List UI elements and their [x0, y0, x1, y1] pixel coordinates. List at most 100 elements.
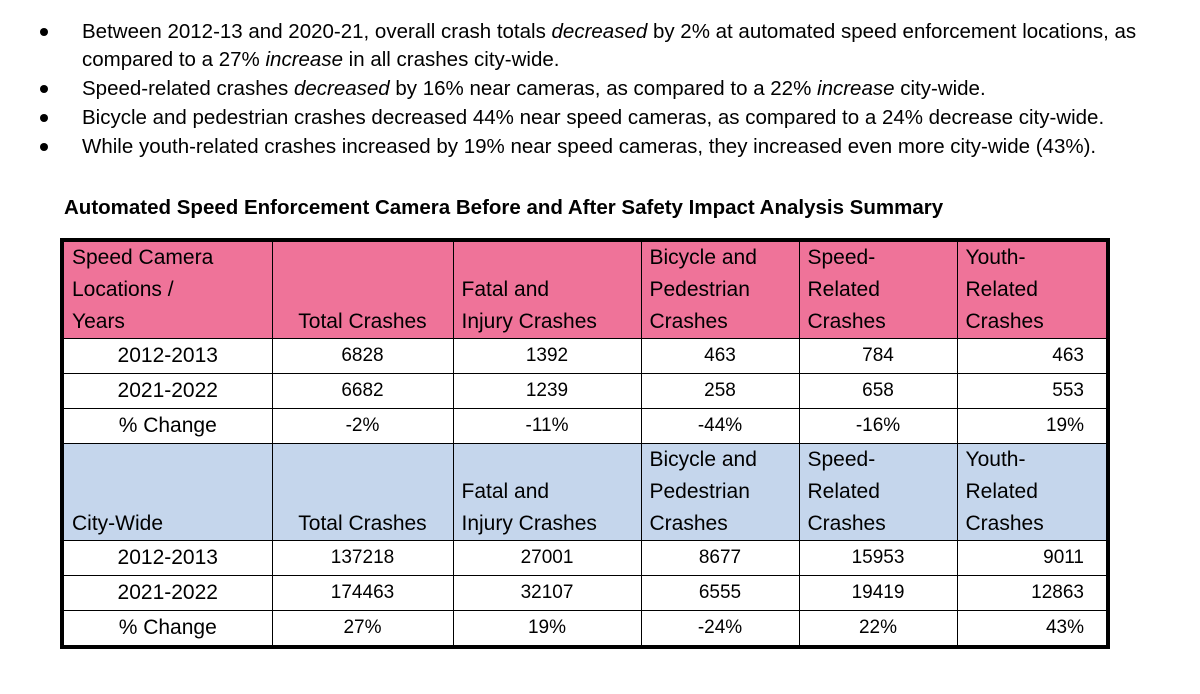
row-label: 2021-2022 — [61, 575, 273, 611]
finding-bullet: Between 2012-13 and 2020-21, overall cra… — [38, 18, 1188, 74]
emphasis-text: increase — [817, 77, 895, 100]
column-header-line: Crashes — [965, 512, 1044, 535]
column-header: Bicycle and Pedestrian Crashes — [640, 443, 800, 541]
table-cell: 22% — [798, 610, 958, 648]
table-cell: 658 — [798, 373, 958, 409]
table-cell: -16% — [798, 408, 958, 444]
table-cell: 43% — [956, 610, 1109, 648]
bullet-text: city-wide. — [894, 77, 986, 100]
table-cell: 463 — [956, 338, 1109, 374]
bullet-dot-icon — [40, 114, 48, 122]
column-header-line: Speed- — [807, 448, 876, 471]
table-cell: 1239 — [452, 373, 642, 409]
section-label-line: Locations / — [72, 278, 174, 301]
table-row: 2012-2013 137218 27001 8677 15953 9011 — [61, 540, 1109, 576]
table-cell: 32107 — [452, 575, 642, 611]
table-cell: 19419 — [798, 575, 958, 611]
finding-bullet: Speed-related crashes decreased by 16% n… — [38, 75, 1188, 103]
section-label-line: Speed Camera — [72, 246, 214, 269]
column-header: Fatal and Injury Crashes — [452, 443, 642, 541]
emphasis-text: decreased — [293, 77, 390, 100]
bullet-text: in all crashes city-wide. — [342, 48, 560, 71]
table-title: Automated Speed Enforcement Camera Befor… — [64, 196, 944, 219]
column-header-line: Injury Crashes — [461, 512, 597, 535]
column-header-line: Crashes — [807, 310, 886, 333]
column-header-line: Pedestrian — [649, 278, 750, 301]
column-header: Total Crashes — [271, 239, 454, 339]
table-row: % Change -2% -11% -44% -16% 19% — [61, 408, 1109, 444]
bullet-text: Speed-related crashes — [82, 77, 294, 100]
table-cell: 6682 — [271, 373, 454, 409]
column-header: Youth- Related Crashes — [956, 443, 1109, 541]
camera-locations-header-row: Speed Camera Locations / Years Total Crashe… — [61, 239, 1109, 339]
table-cell: -44% — [640, 408, 800, 444]
row-label: 2012-2013 — [61, 540, 273, 576]
table-row: 2021-2022 174463 32107 6555 19419 12863 — [61, 575, 1109, 611]
bullet-text: Bicycle and pedestrian crashes decreased… — [82, 106, 1105, 129]
column-header-line: Pedestrian — [649, 480, 750, 503]
table-cell: 8677 — [640, 540, 800, 576]
column-header-line: Crashes — [965, 310, 1044, 333]
table-cell: -11% — [452, 408, 642, 444]
column-header-line: Speed- — [807, 246, 876, 269]
bullet-dot-icon — [40, 85, 48, 93]
table-cell: 463 — [640, 338, 800, 374]
table-cell: 137218 — [271, 540, 454, 576]
finding-bullet: Bicycle and pedestrian crashes decreased… — [38, 104, 1188, 132]
section-label-line: City-Wide — [72, 512, 164, 535]
column-header: Youth- Related Crashes — [956, 239, 1109, 339]
table-cell: 15953 — [798, 540, 958, 576]
column-header-line: Related — [807, 278, 880, 301]
finding-bullet: While youth-related crashes increased by… — [38, 133, 1188, 161]
bullet-text: While youth-related crashes increased by… — [82, 135, 1097, 158]
table-cell: 19% — [452, 610, 642, 648]
table-cell: 6555 — [640, 575, 800, 611]
table-cell: -2% — [271, 408, 454, 444]
table-cell: 1392 — [452, 338, 642, 374]
bullet-text: by 16% near cameras, as compared to a 22… — [389, 77, 818, 100]
findings-bullet-list: Between 2012-13 and 2020-21, overall cra… — [38, 18, 1188, 162]
column-header-line: Total Crashes — [298, 512, 427, 535]
column-header-line: Related — [965, 278, 1038, 301]
column-header-line: Fatal and — [461, 278, 550, 301]
table-cell: 553 — [956, 373, 1109, 409]
column-header-line: Related — [965, 480, 1038, 503]
column-header-line: Crashes — [649, 310, 728, 333]
column-header: Speed- Related Crashes — [798, 239, 958, 339]
table-cell: 19% — [956, 408, 1109, 444]
column-header-line: Bicycle and — [649, 448, 757, 471]
table-cell: 258 — [640, 373, 800, 409]
table-cell: 784 — [798, 338, 958, 374]
bullet-dot-icon — [40, 28, 48, 36]
section-label: Speed Camera Locations / Years — [61, 239, 273, 339]
column-header: Speed- Related Crashes — [798, 443, 958, 541]
table-row: % Change 27% 19% -24% 22% 43% — [61, 610, 1109, 648]
column-header-line: Youth- — [965, 448, 1026, 471]
city-wide-header-row: City-Wide Total Crashes Fatal and Injury Cr… — [61, 443, 1109, 541]
table-row: 2012-2013 6828 1392 463 784 463 — [61, 338, 1109, 374]
column-header-line: Crashes — [807, 512, 886, 535]
column-header: Bicycle and Pedestrian Crashes — [640, 239, 800, 339]
section-label-line: Years — [72, 310, 125, 333]
bullet-text: by 2% at automated speed enforcement loc… — [82, 20, 1137, 71]
table-cell: -24% — [640, 610, 800, 648]
column-header-line: Youth- — [965, 246, 1026, 269]
table-cell: 27% — [271, 610, 454, 648]
table-cell: 12863 — [956, 575, 1109, 611]
column-header-line: Fatal and — [461, 480, 550, 503]
bullet-text: Between 2012-13 and 2020-21, overall cra… — [82, 20, 552, 43]
emphasis-text: increase — [265, 48, 343, 71]
section-label: City-Wide — [61, 443, 273, 541]
row-label: 2012-2013 — [61, 338, 273, 374]
column-header-line: Total Crashes — [298, 310, 427, 333]
table-cell: 9011 — [956, 540, 1109, 576]
row-label: % Change — [61, 408, 273, 444]
emphasis-text: decreased — [551, 20, 648, 43]
column-header-line: Crashes — [649, 512, 728, 535]
column-header: Fatal and Injury Crashes — [452, 239, 642, 339]
table-cell: 27001 — [452, 540, 642, 576]
column-header: Total Crashes — [271, 443, 454, 541]
table-cell: 6828 — [271, 338, 454, 374]
column-header-line: Bicycle and — [649, 246, 757, 269]
column-header-line: Injury Crashes — [461, 310, 597, 333]
